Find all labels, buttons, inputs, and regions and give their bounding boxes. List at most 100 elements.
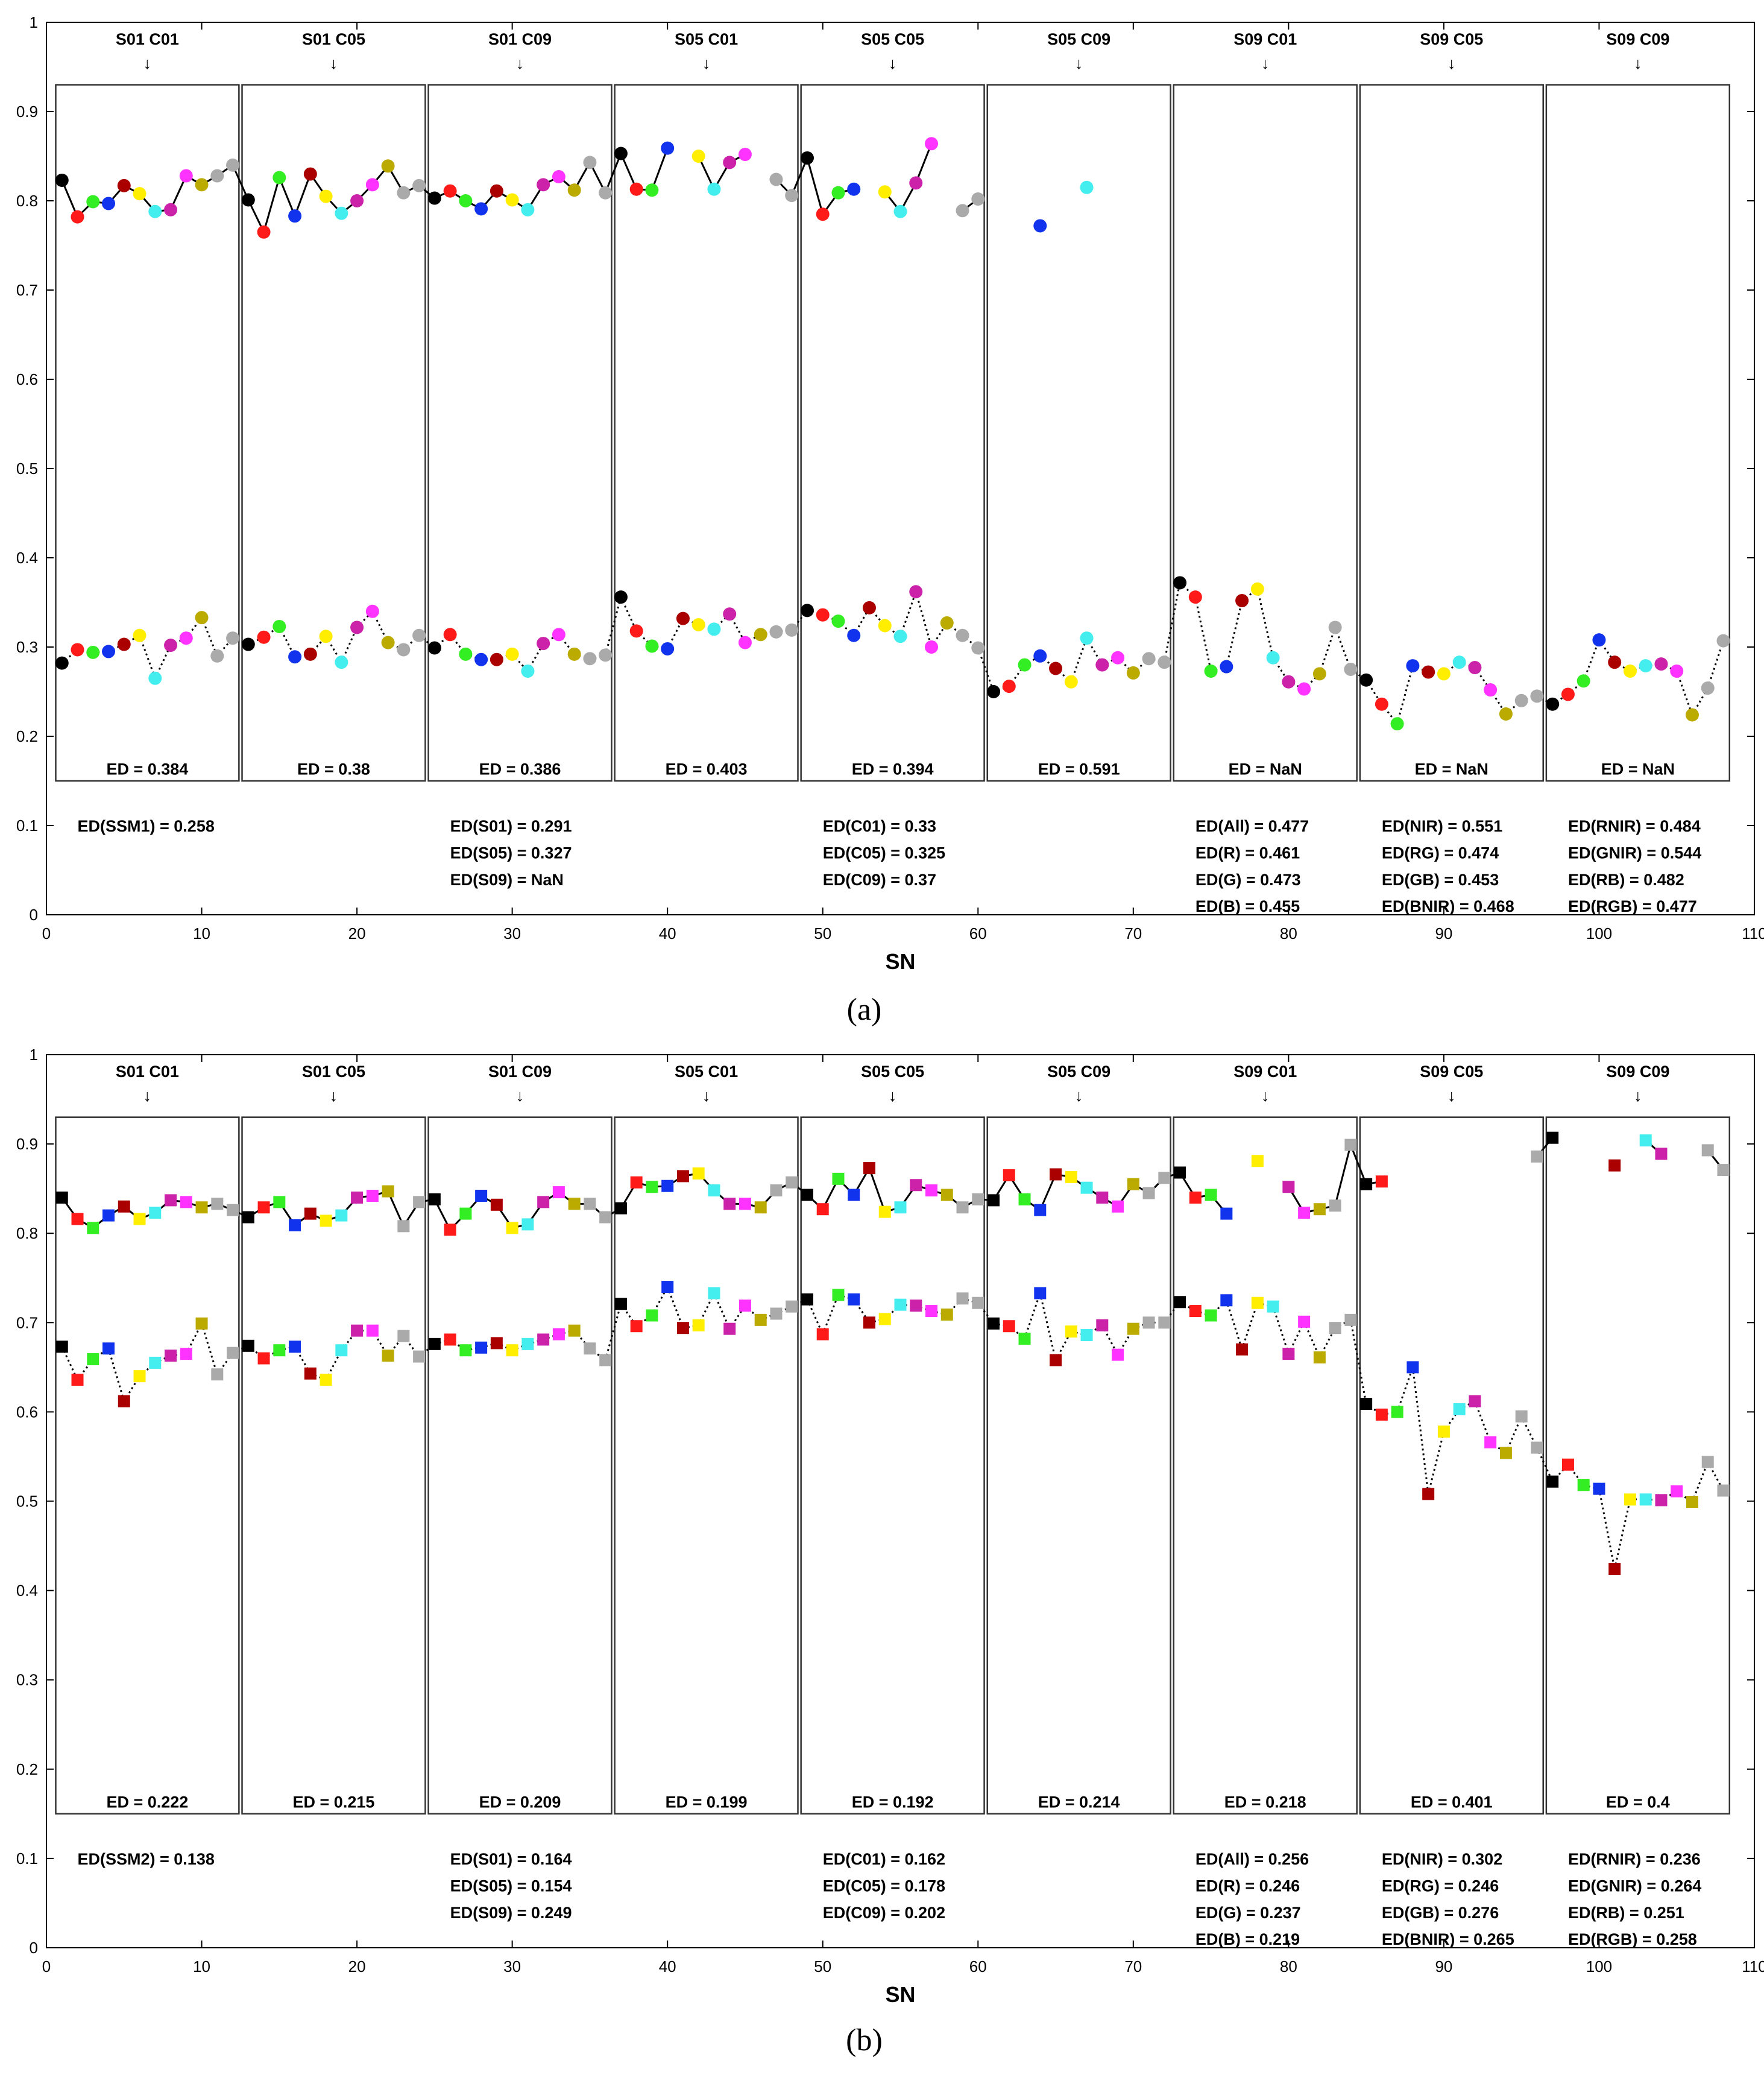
x-tick-label: 80 bbox=[1280, 924, 1297, 943]
ed-summary-line: ED(BNIR) = 0.265 bbox=[1382, 1930, 1514, 1948]
data-point bbox=[1499, 1447, 1512, 1459]
data-point bbox=[1639, 659, 1652, 673]
data-point bbox=[629, 624, 643, 638]
data-point bbox=[863, 1316, 875, 1329]
ed-summary-line: ED(RB) = 0.251 bbox=[1568, 1904, 1684, 1922]
ed-summary-line: ED(BNIR) = 0.468 bbox=[1382, 897, 1514, 915]
data-point bbox=[676, 1170, 689, 1183]
series-line-segment bbox=[868, 1167, 886, 1213]
y-tick-label: 0.4 bbox=[16, 1582, 38, 1600]
group-label: S05 C05 bbox=[861, 1063, 924, 1081]
ed-summary-line: ED(G) = 0.473 bbox=[1195, 871, 1301, 889]
x-tick-label: 0 bbox=[42, 1957, 51, 1975]
data-point bbox=[397, 1330, 410, 1342]
data-point bbox=[1391, 1406, 1403, 1418]
x-tick-label: 10 bbox=[193, 924, 210, 943]
data-point bbox=[537, 1196, 550, 1208]
data-point bbox=[1468, 661, 1482, 675]
ed-summary-line: ED(NIR) = 0.551 bbox=[1382, 817, 1502, 835]
data-point bbox=[1080, 1329, 1093, 1342]
series-line-segment bbox=[1427, 1431, 1445, 1495]
ed-summary-line: ED(RGB) = 0.477 bbox=[1568, 897, 1697, 915]
series-line-segment bbox=[806, 157, 824, 215]
data-point bbox=[1112, 1200, 1124, 1213]
data-point bbox=[148, 204, 162, 218]
series-line-segment bbox=[713, 613, 731, 630]
data-point bbox=[1080, 1181, 1093, 1194]
data-point bbox=[1112, 1348, 1124, 1361]
group-ed-label: ED = 0.215 bbox=[293, 1793, 375, 1811]
series-line-segment bbox=[635, 630, 653, 647]
series-line-segment bbox=[1303, 673, 1320, 690]
series-line-segment bbox=[1039, 1293, 1057, 1360]
y-tick-label: 0.8 bbox=[16, 1224, 38, 1242]
data-point bbox=[599, 648, 613, 662]
data-point bbox=[149, 1356, 162, 1369]
x-tick-label: 30 bbox=[503, 924, 521, 943]
group-label: S09 C09 bbox=[1606, 30, 1669, 48]
group-label: S05 C01 bbox=[675, 30, 738, 48]
data-point bbox=[272, 171, 286, 185]
data-point bbox=[320, 1374, 332, 1386]
series-line-segment bbox=[1225, 600, 1243, 667]
group-ed-label: ED = 0.192 bbox=[852, 1793, 934, 1811]
data-point bbox=[1018, 1332, 1031, 1345]
group-arrow: ↓ bbox=[1261, 1087, 1270, 1105]
data-point bbox=[583, 652, 597, 666]
data-point bbox=[940, 1189, 953, 1201]
data-point bbox=[273, 1196, 286, 1208]
ed-summary-line: ED(GNIR) = 0.544 bbox=[1568, 844, 1701, 862]
series-line-segment bbox=[1179, 582, 1196, 598]
group-ed-label: ED = 0.222 bbox=[106, 1793, 188, 1811]
data-point bbox=[365, 178, 379, 192]
data-point bbox=[1717, 1484, 1730, 1497]
data-point bbox=[831, 186, 845, 200]
data-point bbox=[365, 604, 379, 618]
data-point bbox=[211, 1198, 224, 1210]
group-ed-label: ED = NaN bbox=[1229, 760, 1302, 778]
ed-summary-line: ED(S09) = 0.249 bbox=[450, 1904, 572, 1922]
data-point bbox=[1033, 219, 1047, 233]
series-line-segment bbox=[1256, 589, 1274, 658]
group-arrow: ↓ bbox=[1447, 54, 1456, 72]
group-label: S01 C01 bbox=[116, 30, 179, 48]
ed-summary-line: ED(S09) = NaN bbox=[450, 871, 564, 889]
data-point bbox=[1639, 1493, 1652, 1506]
data-point bbox=[1344, 1313, 1357, 1326]
data-point bbox=[1329, 1199, 1341, 1212]
ed-summary-line: ED(RG) = 0.246 bbox=[1382, 1877, 1499, 1895]
series-line-segment bbox=[744, 1305, 761, 1321]
data-point bbox=[801, 1189, 813, 1201]
data-point bbox=[397, 1220, 410, 1233]
data-point bbox=[1050, 1354, 1062, 1366]
ed-summary-line: ED(GB) = 0.453 bbox=[1382, 871, 1499, 889]
data-point bbox=[568, 1198, 581, 1210]
data-point bbox=[257, 1352, 270, 1365]
data-point bbox=[1034, 1287, 1047, 1300]
data-point bbox=[708, 1184, 720, 1197]
series-line-segment bbox=[1318, 627, 1337, 674]
data-point bbox=[490, 652, 503, 666]
series-line-segment bbox=[915, 143, 933, 183]
data-point bbox=[1095, 658, 1109, 672]
y-tick-label: 1 bbox=[30, 13, 38, 31]
data-point bbox=[227, 1347, 239, 1359]
data-point bbox=[847, 182, 861, 196]
data-point bbox=[226, 158, 240, 172]
data-point bbox=[304, 1207, 317, 1220]
data-point bbox=[956, 628, 969, 642]
data-point bbox=[179, 169, 193, 183]
data-point bbox=[412, 178, 426, 192]
data-point bbox=[506, 1222, 518, 1234]
data-point bbox=[739, 1300, 751, 1312]
x-tick-label: 30 bbox=[503, 1957, 521, 1975]
data-point bbox=[242, 1211, 254, 1224]
data-point bbox=[1716, 634, 1730, 648]
data-point bbox=[1080, 180, 1094, 194]
data-point bbox=[1127, 1178, 1139, 1190]
series-line-segment bbox=[1396, 1366, 1414, 1412]
y-tick-label: 0.6 bbox=[16, 1403, 38, 1421]
data-point bbox=[599, 186, 613, 200]
data-point bbox=[1360, 1178, 1373, 1190]
y-tick-label: 0.1 bbox=[16, 816, 38, 835]
